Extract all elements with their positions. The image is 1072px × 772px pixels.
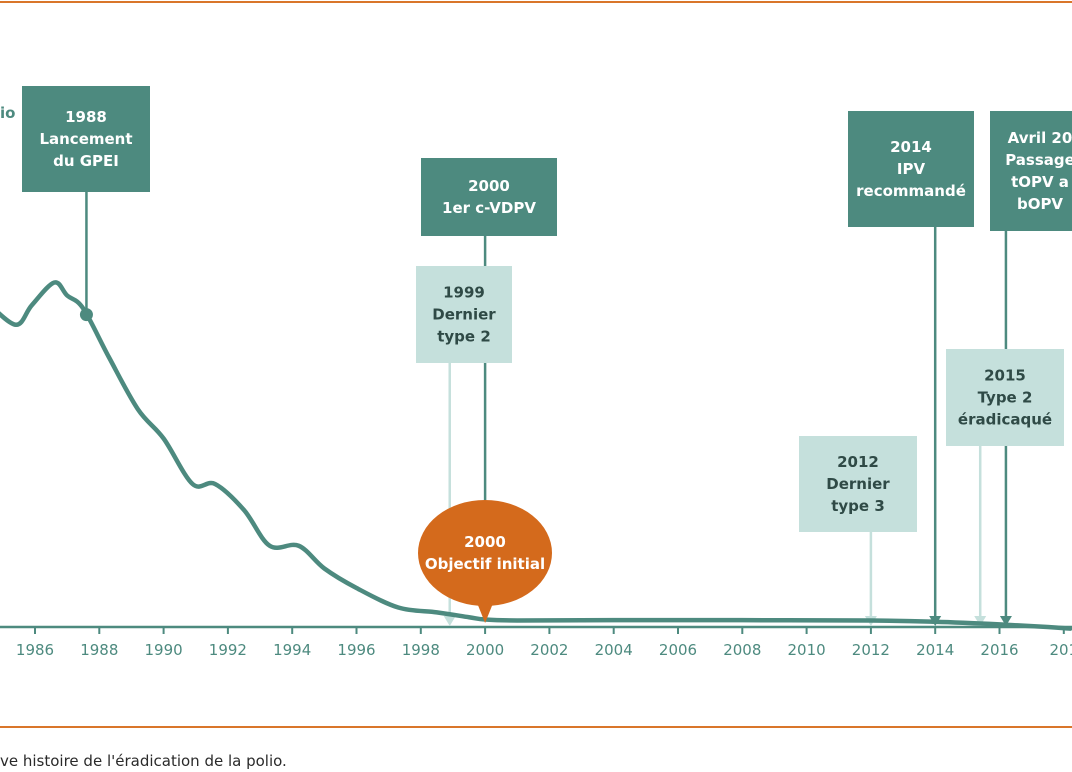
y-label-fragment: io xyxy=(0,104,16,122)
x-axis: 1986 1988 1990 1992 1994 1996 1998 2000 2002 2004… xyxy=(0,625,1072,659)
x-tick-label: 2016 xyxy=(980,641,1018,659)
x-tick-label: 1986 xyxy=(16,641,54,659)
timeline-chart: 1986 1988 1990 1992 1994 1996 1998 2000 2002 2004… xyxy=(0,86,1072,659)
annotation-text: éradicaqué xyxy=(958,411,1052,429)
case-curve xyxy=(0,280,1072,631)
annotation-text: 2014 xyxy=(890,138,932,156)
annotation-boxes: 1988 Lancement du GPEI 2000 1er c-VDPV 1999 De… xyxy=(22,86,1072,623)
x-tick-label: 2006 xyxy=(659,641,697,659)
annotation-text: recommandé xyxy=(856,182,966,200)
annotation-text: 1988 xyxy=(65,108,107,126)
annotation-text: type 2 xyxy=(437,328,491,346)
x-tick-label: 2008 xyxy=(723,641,761,659)
x-tick-label: 2010 xyxy=(788,641,826,659)
annotation-box xyxy=(848,111,974,227)
x-tick-label: 1988 xyxy=(80,641,118,659)
annotation-text: Avril 20 xyxy=(1008,129,1072,147)
annotation-arrow xyxy=(443,616,456,626)
annotation-box xyxy=(416,266,512,363)
annotation-box xyxy=(990,111,1072,231)
annotation-text: du GPEI xyxy=(53,152,119,170)
case-curve-line xyxy=(0,280,1072,631)
x-tick-label: 2004 xyxy=(595,641,633,659)
annotation-text: Type 2 xyxy=(978,389,1033,407)
milestone-bubble xyxy=(418,500,552,606)
annotation-dot xyxy=(79,308,93,322)
x-tick-label: 2000 xyxy=(466,641,504,659)
annotation-text: 2000 xyxy=(468,177,510,195)
annotation-text: 2012 xyxy=(837,453,879,471)
annotation-text: Dernier xyxy=(432,306,496,324)
annotation-box xyxy=(22,86,150,192)
x-tick-label: 2012 xyxy=(852,641,890,659)
milestone-pointer xyxy=(477,603,494,623)
annotation-text: Passage xyxy=(1005,151,1072,169)
x-tick-label: 1994 xyxy=(273,641,311,659)
annotation-box xyxy=(421,158,557,236)
annotation-text: Objectif initial xyxy=(425,555,545,573)
annotation-box xyxy=(946,349,1064,446)
annotation-arrow xyxy=(999,616,1012,626)
annotation-text: 1er c-VDPV xyxy=(442,199,536,217)
x-tick-label: 1992 xyxy=(209,641,247,659)
x-tick-label: 1998 xyxy=(402,641,440,659)
annotation-text: type 3 xyxy=(831,497,885,515)
x-tick-label: 2002 xyxy=(530,641,568,659)
bottom-rule xyxy=(0,726,1072,728)
x-tick-label: 201 xyxy=(1049,641,1072,659)
annotation-text: 2015 xyxy=(984,367,1026,385)
annotation-text: Lancement xyxy=(39,130,132,148)
x-tick-label: 2014 xyxy=(916,641,954,659)
annotation-arrow xyxy=(974,616,987,626)
annotation-text: 2000 xyxy=(464,533,506,551)
top-rule xyxy=(0,1,1072,3)
annotation-text: tOPV a xyxy=(1011,173,1069,191)
annotation-text: IPV xyxy=(897,160,926,178)
annotation-text: Dernier xyxy=(826,475,890,493)
annotation-text: bOPV xyxy=(1017,195,1063,213)
annotation-text: 1999 xyxy=(443,284,485,302)
figure-caption: ve histoire de l'éradication de la polio… xyxy=(0,752,287,770)
x-tick-label: 1990 xyxy=(145,641,183,659)
x-tick-label: 1996 xyxy=(337,641,375,659)
annotation-box xyxy=(799,436,917,532)
